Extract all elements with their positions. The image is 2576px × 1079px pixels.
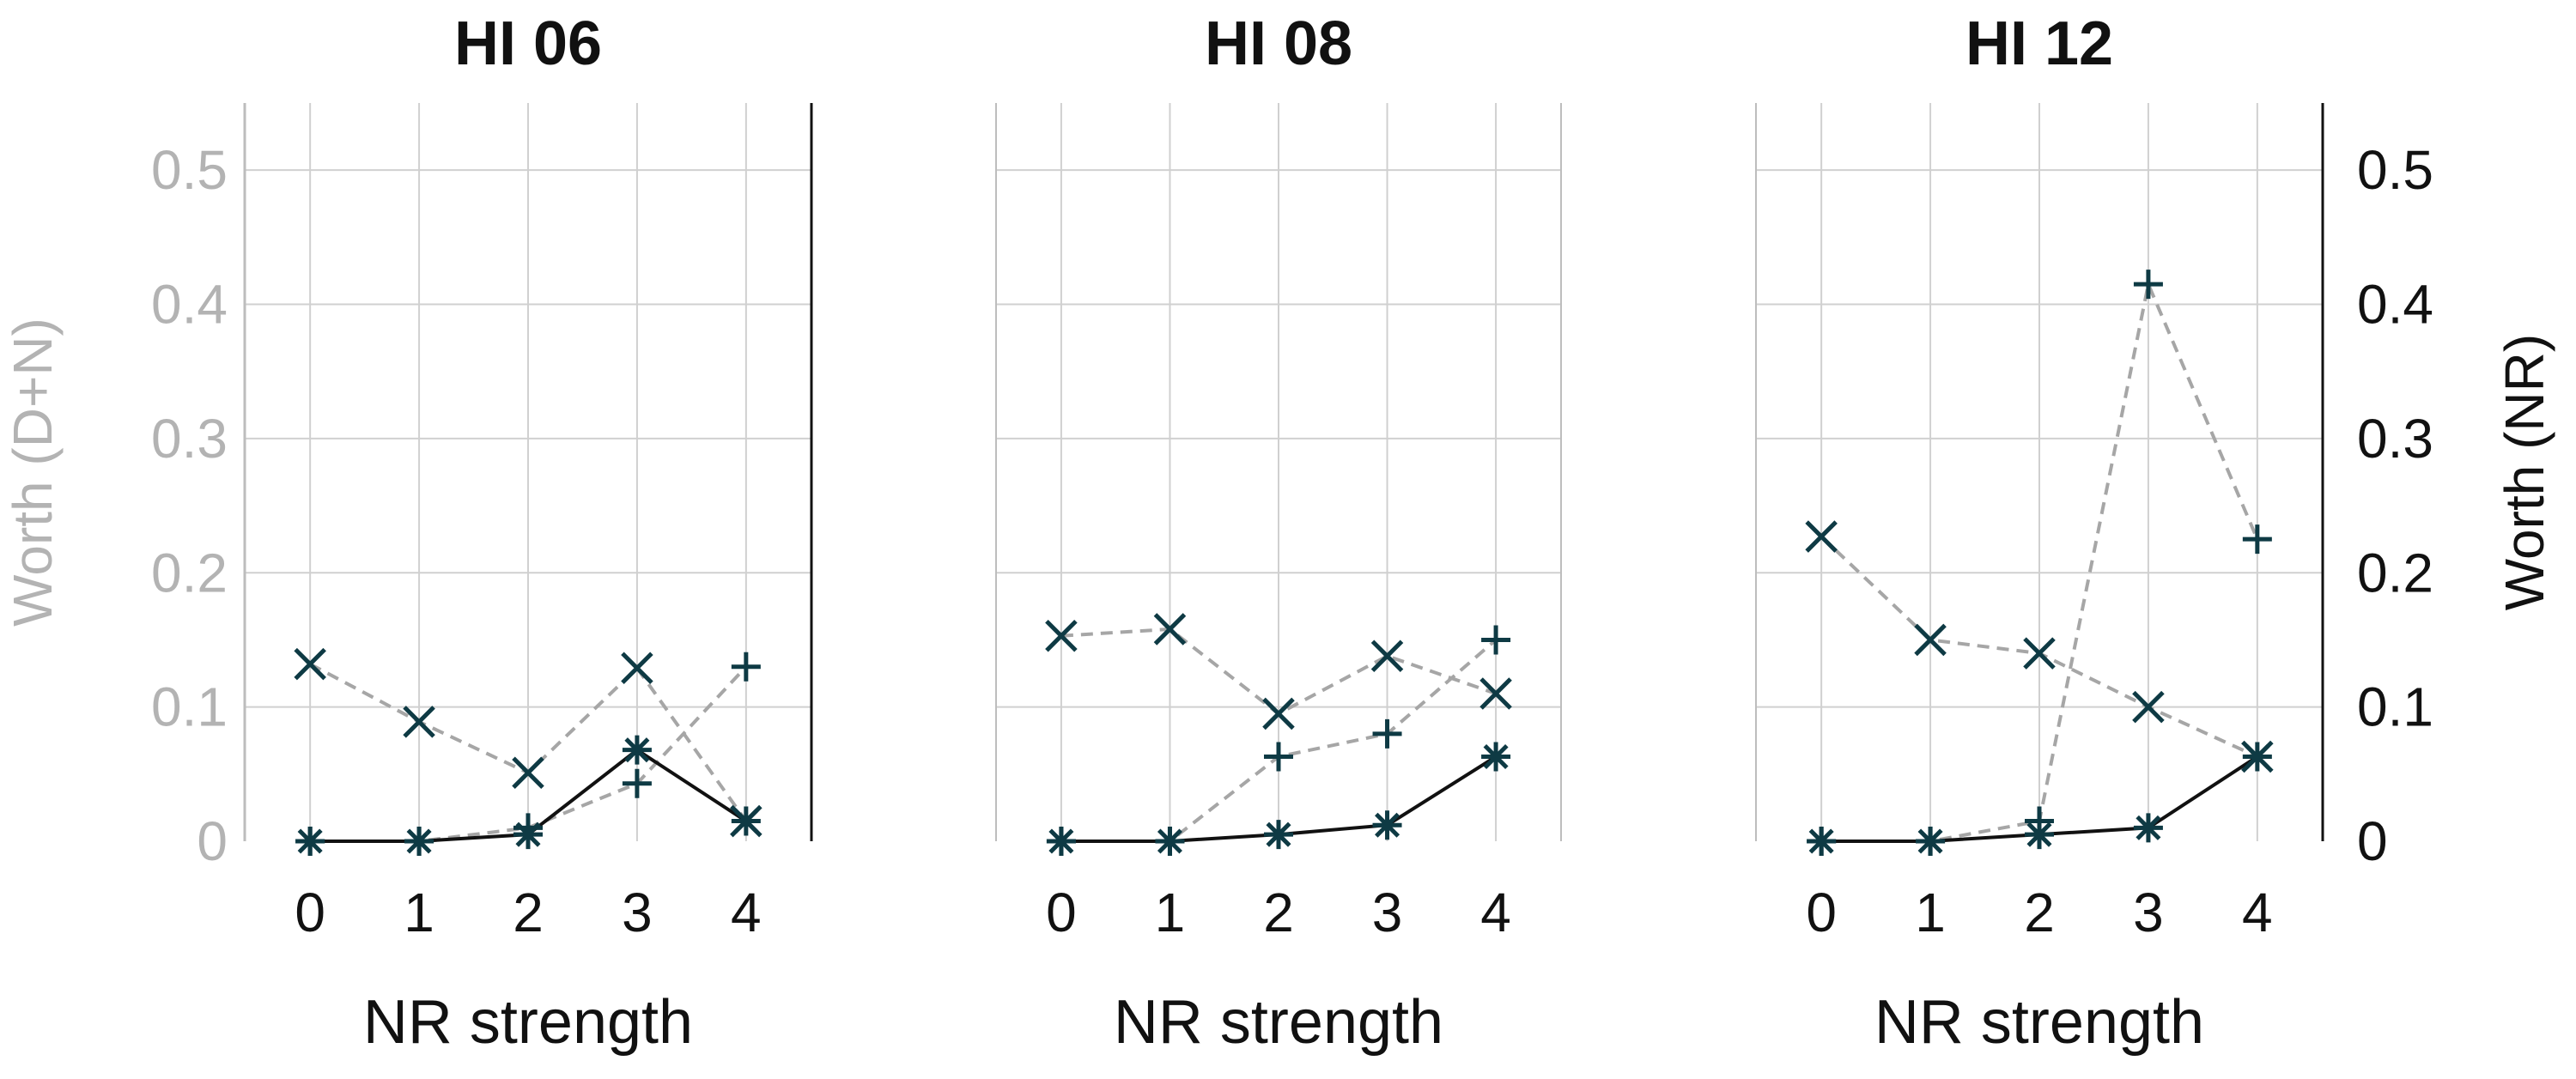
- y-tick-label: 0: [197, 810, 228, 872]
- x-marker: [2132, 690, 2165, 724]
- x-tick-label: 3: [1372, 882, 1403, 943]
- y-tick-label: 0.4: [2357, 274, 2433, 336]
- y-tick-label: 0.4: [151, 274, 228, 336]
- panel-1: HI 08 0 1 2 3 4 NR strength: [995, 9, 1562, 1057]
- x-tick-label: 4: [1480, 882, 1511, 943]
- plus-marker: [622, 768, 652, 798]
- y-tick-label: 0.2: [151, 542, 228, 603]
- x-marker: [2023, 637, 2056, 670]
- x-tick-label: 2: [1263, 882, 1294, 943]
- x-tick-label: 3: [2133, 882, 2164, 943]
- panel-title: HI 06: [454, 9, 602, 78]
- y-tick-label: 0.3: [2357, 408, 2433, 470]
- x-marker: [294, 647, 326, 681]
- x-tick-label: 4: [731, 882, 762, 943]
- asterisk-marker: [1807, 827, 1837, 856]
- x-axis-label: NR strength: [363, 988, 693, 1057]
- panel-0: HI 06 0 1 2 3 4 NR strength 0 0.1 0.2 0.3 0.4 0.5 Wor…: [2, 9, 813, 1057]
- asterisk-marker: [1264, 820, 1293, 850]
- x-marker: [1479, 677, 1512, 710]
- plus-marker: [2242, 524, 2272, 555]
- x-marker: [1153, 613, 1187, 646]
- asterisk-marker: [295, 827, 325, 856]
- plus-marker: [731, 652, 761, 682]
- asterisk-marker: [1046, 827, 1076, 856]
- x-marker: [1262, 697, 1295, 730]
- x-tick-label: 1: [404, 882, 434, 943]
- y-tick-label: 0.1: [151, 676, 228, 738]
- x-marker: [1805, 520, 1838, 553]
- x-marker: [1370, 640, 1404, 672]
- x-marker: [512, 756, 544, 790]
- y-tick-label: 0.2: [2357, 542, 2433, 603]
- x-marker: [621, 652, 653, 685]
- x-tick-label: 1: [1915, 882, 1946, 943]
- y-axis-label: Worth (D+N): [2, 318, 64, 627]
- x-tick-label: 4: [2242, 882, 2273, 943]
- y-tick-label: 0.1: [2357, 676, 2433, 738]
- x-marker: [403, 706, 435, 738]
- x-tick-label: 2: [2024, 882, 2055, 943]
- asterisk-marker: [731, 806, 761, 836]
- plus-marker: [1481, 625, 1511, 655]
- panel-2: HI 12 0 1 2 3 4 NR strength 0 0.1 0.2 0.3 0.4 0.5 Wor…: [1755, 9, 2555, 1057]
- y-tick-label: 0.5: [2357, 139, 2433, 201]
- y-axis-label: Worth (NR): [2494, 334, 2555, 610]
- x-marker: [1045, 619, 1078, 652]
- x-tick-label: 0: [1046, 882, 1077, 943]
- x-tick-label: 0: [295, 882, 325, 943]
- plus-marker: [1372, 718, 1402, 749]
- x-tick-label: 2: [513, 882, 544, 943]
- x-axis-label: NR strength: [1874, 988, 2204, 1057]
- asterisk-marker: [2242, 742, 2272, 772]
- x-tick-label: 0: [1806, 882, 1837, 943]
- panel-title: HI 12: [1965, 9, 2113, 78]
- x-tick-label: 1: [1155, 882, 1186, 943]
- x-tick-label: 3: [622, 882, 653, 943]
- x-marker: [1914, 623, 1947, 657]
- asterisk-marker: [2133, 813, 2163, 843]
- asterisk-marker: [622, 735, 652, 765]
- asterisk-marker: [1916, 827, 1946, 856]
- asterisk-marker: [404, 827, 434, 856]
- plus-marker: [2133, 270, 2163, 300]
- asterisk-marker: [1372, 810, 1402, 840]
- plus-marker: [1264, 742, 1293, 772]
- y-tick-label: 0: [2357, 810, 2388, 872]
- panel-title: HI 08: [1205, 9, 1352, 78]
- asterisk-marker: [1155, 827, 1185, 856]
- asterisk-marker: [1481, 742, 1511, 772]
- y-tick-label: 0.5: [151, 139, 228, 201]
- x-axis-label: NR strength: [1114, 988, 1443, 1057]
- asterisk-marker: [2025, 820, 2054, 850]
- y-tick-label: 0.3: [151, 408, 228, 470]
- asterisk-marker: [513, 820, 543, 850]
